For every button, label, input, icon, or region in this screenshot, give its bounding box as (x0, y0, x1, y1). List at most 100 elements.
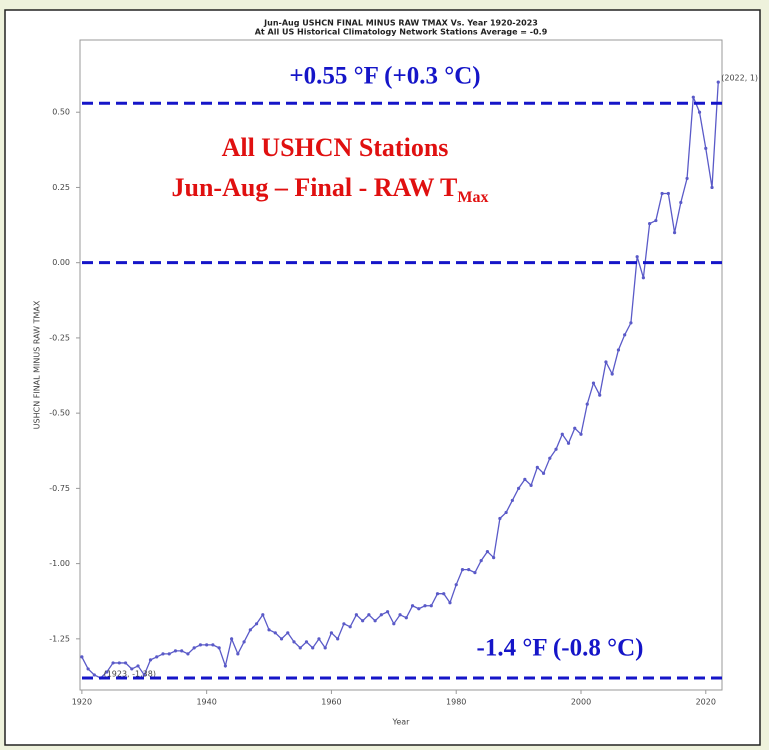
point (623, 333, 627, 337)
point (548, 456, 552, 460)
point (279, 637, 284, 641)
point (242, 640, 246, 644)
point (392, 622, 396, 626)
point (635, 255, 639, 259)
point (373, 619, 377, 623)
y-tick-label: 0.25 (52, 183, 70, 192)
point (579, 432, 583, 436)
annotation-red-1: All USHCN Stations (222, 133, 449, 162)
point (641, 276, 645, 280)
point (585, 402, 589, 406)
point (704, 146, 708, 150)
plot-area (79, 39, 723, 691)
point (211, 643, 215, 647)
point (448, 601, 452, 605)
point (292, 640, 296, 644)
point (679, 200, 683, 205)
point (298, 646, 302, 650)
point (473, 571, 477, 575)
point (261, 613, 265, 617)
point (498, 516, 502, 521)
point (105, 670, 109, 674)
point (604, 360, 608, 364)
y-tick-label: -0.75 (49, 484, 70, 493)
point (523, 477, 527, 481)
point (304, 640, 309, 644)
point (286, 631, 290, 635)
point (342, 622, 346, 626)
y-tick-label: 0.50 (52, 108, 70, 117)
point (716, 80, 720, 84)
point (510, 498, 514, 503)
point (348, 625, 352, 629)
point (710, 185, 714, 190)
point (223, 664, 227, 668)
point (186, 652, 190, 656)
y-tick-label: -1.25 (49, 634, 70, 643)
point (454, 583, 458, 587)
point (248, 628, 252, 632)
point (311, 646, 315, 650)
point (217, 646, 221, 650)
point (616, 348, 621, 352)
annotation-red-2: Jun-Aug – Final - RAW TMax (172, 173, 489, 206)
annotation-red-main: Jun-Aug – Final - RAW T (172, 173, 458, 202)
x-axis-label: Year (392, 718, 411, 727)
point (80, 655, 84, 659)
point (417, 607, 421, 611)
plot: 0.50 0.25 0.00 -0.25 -0.50 -0.75 -1.00 -1.25 192… (49, 74, 758, 707)
point (173, 649, 178, 653)
point (273, 631, 277, 635)
point (666, 191, 670, 196)
point (535, 465, 539, 469)
point (529, 483, 533, 487)
point (398, 613, 402, 617)
point (429, 604, 433, 608)
point (92, 673, 96, 677)
point (660, 191, 664, 196)
chart-title: Jun-Aug USHCN FINAL MINUS RAW TMAX Vs. Y… (263, 19, 538, 28)
point (560, 432, 564, 436)
point (697, 110, 702, 114)
point (111, 661, 115, 665)
point (485, 549, 490, 554)
point (629, 321, 633, 325)
point (254, 622, 259, 626)
point (180, 649, 184, 653)
annotation-bottom: -1.4 °F (-0.8 °C) (477, 635, 644, 662)
annotation-top: +0.55 °F (+0.3 °C) (289, 63, 480, 90)
point (492, 555, 496, 560)
point (610, 372, 614, 376)
point (591, 381, 596, 385)
point (654, 218, 658, 223)
point (205, 643, 209, 647)
point (236, 652, 240, 656)
point (198, 643, 203, 647)
point (566, 441, 571, 445)
point (435, 592, 440, 596)
point (554, 447, 558, 451)
point (517, 486, 521, 490)
point (367, 613, 371, 617)
point-label: (1923, -1.38) (104, 669, 156, 678)
point (467, 568, 471, 572)
frame (4, 9, 761, 746)
annotation-red-sub: Max (457, 189, 488, 206)
x-tick-label: 2020 (696, 698, 716, 707)
point (130, 667, 134, 671)
point (423, 604, 427, 608)
y-tick-label: 0.00 (52, 258, 70, 267)
point (691, 95, 695, 99)
point (317, 637, 321, 641)
point (379, 613, 383, 617)
point (329, 631, 334, 635)
point (354, 613, 358, 617)
point (598, 393, 602, 397)
point (504, 510, 508, 515)
point (404, 616, 408, 620)
point (148, 658, 153, 662)
point (385, 610, 390, 614)
point (648, 221, 652, 226)
x-tick-label: 1960 (321, 698, 341, 707)
